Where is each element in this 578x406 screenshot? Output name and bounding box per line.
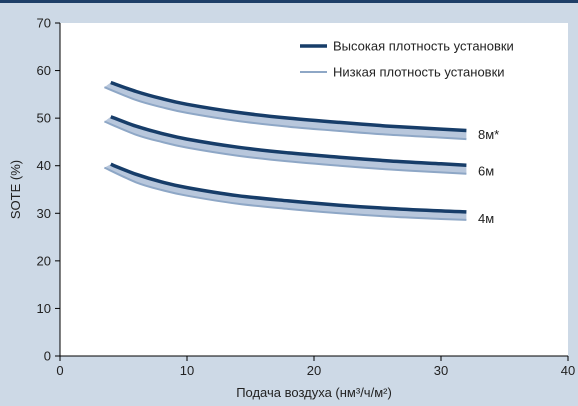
y-tick-label: 60 xyxy=(37,63,51,78)
y-tick-label: 40 xyxy=(37,158,51,173)
band-4м xyxy=(104,164,467,220)
curve-label: 4м xyxy=(478,211,494,226)
x-tick-label: 0 xyxy=(56,363,63,378)
series-high-8м* xyxy=(110,80,467,133)
series-low-4м xyxy=(103,166,467,221)
y-axis-title: SOTE (%) xyxy=(8,160,23,219)
x-tick-label: 40 xyxy=(561,363,575,378)
curve-label: 8м* xyxy=(478,127,499,142)
series-high-4м xyxy=(110,162,467,214)
legend-label: Низкая плотность установки xyxy=(333,65,505,80)
x-axis-title: Подача воздуха (нм³/ч/м²) xyxy=(236,385,392,400)
top-accent-bar xyxy=(0,0,578,3)
y-tick-label: 30 xyxy=(37,206,51,221)
x-tick-label: 10 xyxy=(180,363,194,378)
y-tick-label: 0 xyxy=(44,349,51,364)
series-low-8м* xyxy=(104,86,467,141)
series-high-6м xyxy=(110,115,467,167)
series-low-6м xyxy=(104,120,467,175)
legend-label: Высокая плотность установки xyxy=(333,39,514,54)
x-tick-label: 20 xyxy=(307,363,321,378)
y-tick-label: 10 xyxy=(37,301,51,316)
curve-label: 6м xyxy=(478,164,494,179)
plot-area xyxy=(60,23,568,356)
y-tick-label: 70 xyxy=(37,16,51,31)
y-tick-label: 50 xyxy=(37,111,51,126)
y-tick-label: 20 xyxy=(37,253,51,268)
x-tick-label: 30 xyxy=(434,363,448,378)
